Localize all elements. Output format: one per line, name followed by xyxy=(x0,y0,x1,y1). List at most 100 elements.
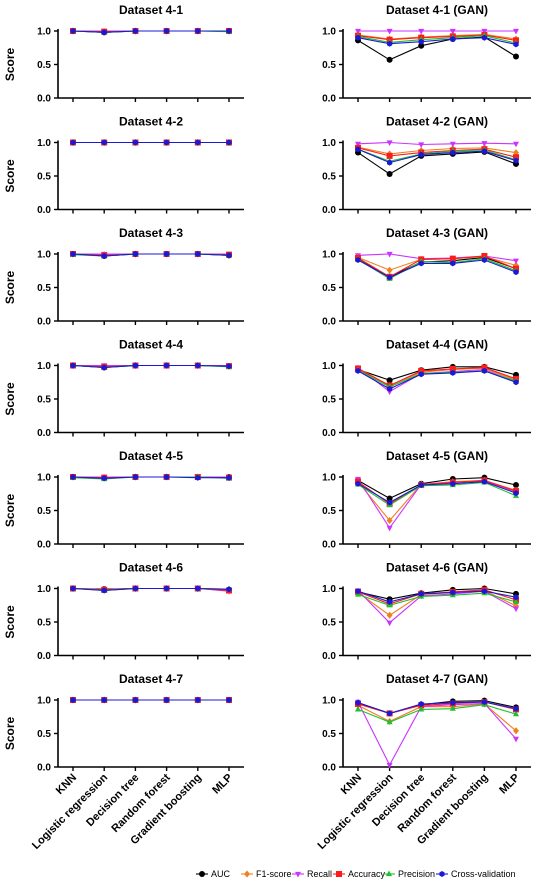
data-point-cross-validation xyxy=(70,362,76,369)
data-point-cross-validation xyxy=(226,363,232,370)
series-line-cross-validation xyxy=(72,253,230,257)
panel-dataset-4-4-gan: Dataset 4-4 (GAN) 0.0 0.5 1.0 xyxy=(322,338,531,439)
y-tick-label: 0.5 xyxy=(322,506,336,517)
data-point-cross-validation xyxy=(132,28,138,34)
series-line-cross-validation xyxy=(357,481,517,504)
y-tick-label: 1.0 xyxy=(37,584,51,595)
y-tick-label: 1.0 xyxy=(37,27,51,38)
legend-item-auc: AUC xyxy=(196,869,231,879)
series-line-recall xyxy=(357,253,517,262)
series-line-auc xyxy=(357,366,517,381)
panel-dataset-4-3-gan: Dataset 4-3 (GAN) 0.0 0.5 1.0 xyxy=(322,226,531,328)
data-point-cross-validation xyxy=(513,705,519,712)
y-tick-label: 0.0 xyxy=(37,763,51,774)
y-tick-label: 0.0 xyxy=(322,317,336,328)
panel-title: Dataset 4-2 (GAN) xyxy=(386,115,488,129)
data-point-cross-validation xyxy=(387,385,393,392)
series-line-precision xyxy=(357,592,517,606)
panel-title: Dataset 4-7 xyxy=(119,672,183,686)
y-axis-label: Score xyxy=(3,717,17,751)
data-point-f1-score xyxy=(513,727,519,735)
data-point-cross-validation xyxy=(101,475,107,482)
y-axis-label: Score xyxy=(3,382,17,416)
data-point-recall xyxy=(386,525,393,532)
data-point-cross-validation xyxy=(101,587,107,594)
y-tick-label: 0.0 xyxy=(322,205,336,216)
data-point-precision xyxy=(418,705,425,712)
data-point-precision xyxy=(355,705,361,712)
series-cross-validation xyxy=(70,251,232,259)
panel-dataset-4-4: Dataset 4-4 Score 0.0 0.5 1.0 xyxy=(3,338,244,439)
data-point-recall xyxy=(513,258,519,265)
panel-dataset-4-6-gan: Dataset 4-6 (GAN) 0.0 0.5 1.0 xyxy=(322,561,531,662)
series-cross-validation xyxy=(355,34,519,48)
series-line-precision xyxy=(357,35,517,44)
series-cross-validation xyxy=(355,699,519,717)
y-tick-label: 0.5 xyxy=(37,395,51,406)
data-point-recall xyxy=(449,141,456,148)
y-tick-label: 0.0 xyxy=(322,763,336,774)
data-point-cross-validation xyxy=(355,588,361,595)
data-point-cross-validation xyxy=(513,594,519,601)
panel-dataset-4-6: Dataset 4-6 Score 0.0 0.5 1.0 xyxy=(3,561,244,662)
data-point-cross-validation xyxy=(355,257,361,263)
data-point-cross-validation xyxy=(418,151,424,158)
y-tick-label: 0.5 xyxy=(37,60,51,71)
series-line-accuracy xyxy=(357,255,517,278)
legend-item-f1-score: F1-score xyxy=(241,869,292,879)
data-point-cross-validation xyxy=(355,480,361,487)
panel-title: Dataset 4-1 (GAN) xyxy=(386,3,488,17)
data-point-cross-validation xyxy=(226,252,232,259)
series-line-accuracy xyxy=(357,479,517,505)
series-cross-validation xyxy=(70,28,232,36)
series-line-f1-score xyxy=(357,33,517,40)
series-line-precision xyxy=(357,258,517,280)
data-point-cross-validation xyxy=(226,474,232,481)
series-line-precision xyxy=(357,481,517,506)
series-line-cross-validation xyxy=(357,590,517,603)
panel-dataset-4-2-gan: Dataset 4-2 (GAN) 0.0 0.5 1.0 xyxy=(322,115,531,216)
y-axis-label: Score xyxy=(3,494,17,528)
y-axis-label: Score xyxy=(3,271,17,305)
panel-title: Dataset 4-4 (GAN) xyxy=(386,338,488,352)
data-point-cross-validation xyxy=(387,274,393,281)
series-line-cross-validation xyxy=(72,364,230,369)
data-point-recall xyxy=(386,762,393,769)
data-point-cross-validation xyxy=(450,149,456,156)
legend-marker-accuracy xyxy=(336,871,342,877)
data-point-cross-validation xyxy=(164,585,170,592)
legend-label: Cross-validation xyxy=(451,869,516,879)
data-point-cross-validation xyxy=(101,364,107,371)
data-point-cross-validation xyxy=(387,499,393,506)
data-point-cross-validation xyxy=(418,701,424,707)
series-precision xyxy=(70,696,232,703)
data-point-cross-validation xyxy=(70,585,76,592)
y-tick-label: 0.0 xyxy=(37,540,51,551)
series-cross-validation xyxy=(355,257,519,281)
data-point-cross-validation xyxy=(226,139,232,146)
data-point-cross-validation xyxy=(355,34,361,41)
data-point-cross-validation xyxy=(418,38,424,45)
data-point-recall xyxy=(418,28,425,35)
x-tick-label-knn: KNN xyxy=(339,772,364,797)
data-point-cross-validation xyxy=(132,251,138,257)
x-tick-label-mlp: MLP xyxy=(497,772,522,797)
y-tick-label: 0.0 xyxy=(37,317,51,328)
data-point-auc xyxy=(386,170,393,177)
legend-item-cross-validation: Cross-validation xyxy=(436,869,516,879)
y-axis-label: Score xyxy=(3,159,17,193)
data-point-recall xyxy=(513,736,519,743)
data-point-cross-validation xyxy=(450,480,456,487)
data-point-cross-validation xyxy=(387,159,393,166)
data-point-recall xyxy=(513,141,519,148)
y-tick-label: 1.0 xyxy=(37,138,51,149)
series-cross-validation xyxy=(355,146,519,166)
data-point-cross-validation xyxy=(70,251,76,257)
data-point-cross-validation xyxy=(101,29,107,36)
data-point-cross-validation xyxy=(513,379,519,386)
panel-title: Dataset 4-6 xyxy=(119,561,183,575)
data-point-cross-validation xyxy=(481,34,487,41)
series-line-cross-validation xyxy=(357,701,517,714)
data-point-cross-validation xyxy=(164,139,170,146)
series-precision xyxy=(355,701,519,725)
